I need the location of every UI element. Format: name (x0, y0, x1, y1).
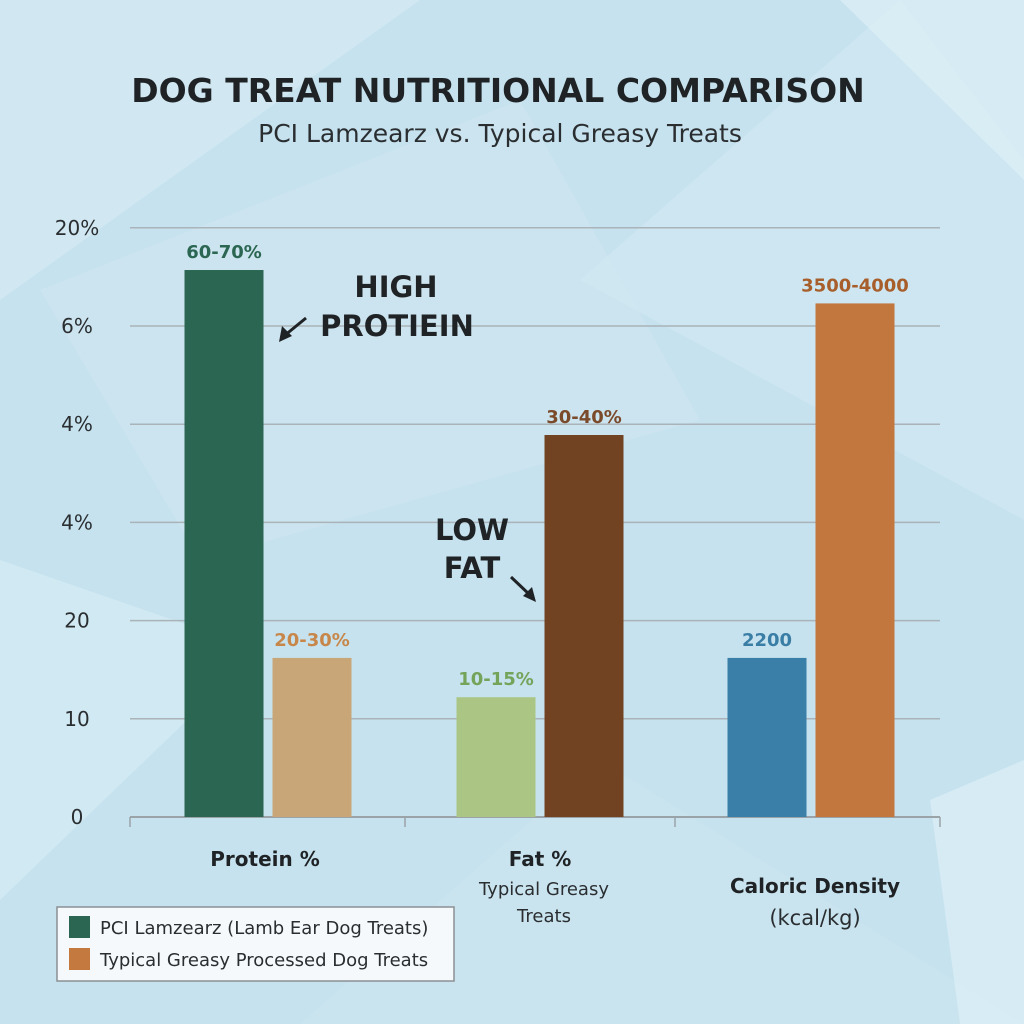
y-tick-label: 20% (55, 216, 99, 240)
y-tick-label: 4% (61, 510, 93, 534)
bar-value-label: 20-30% (274, 630, 350, 651)
y-tick-label: 0 (71, 805, 84, 829)
annotation-line: PROTIEIN (320, 309, 474, 343)
category-label: Caloric Density (730, 874, 900, 898)
bar-value-label: 10-15% (458, 669, 534, 690)
bars: 60-70% 20-30% 10-15% 30-40% 2200 3500-4000 (184, 242, 909, 817)
category-sublabel: Treats (516, 906, 571, 927)
annotation-high-protein: HIGH PROTIEIN (279, 270, 474, 343)
legend: PCI Lamzearz (Lamb Ear Dog Treats) Typic… (56, 906, 455, 982)
legend-label: Typical Greasy Processed Dog Treats (99, 950, 428, 971)
chart-subtitle: PCI Lamzearz vs. Typical Greasy Treats (258, 119, 742, 148)
bar-value-label: 60-70% (186, 242, 262, 263)
y-tick-label: 20 (64, 609, 89, 633)
category-sublabel: Typical Greasy (478, 879, 609, 900)
bar (544, 435, 624, 817)
category-label: Fat % (509, 847, 572, 871)
bar (272, 657, 352, 817)
bar (184, 270, 264, 817)
category-label: Protein % (210, 847, 319, 871)
legend-label: PCI Lamzearz (Lamb Ear Dog Treats) (100, 918, 428, 939)
y-axis-ticks: 0 10 20 4% 4% 6% 20% (55, 216, 99, 829)
bar-value-label: 2200 (742, 630, 792, 651)
annotation-line: LOW (435, 513, 509, 547)
arrow-icon (279, 316, 307, 342)
annotation-line: FAT (444, 551, 501, 585)
x-axis-categories: Protein % Fat % Typical Greasy Treats Calori… (210, 847, 900, 930)
annotation-line: HIGH (354, 270, 437, 304)
bar-value-label: 30-40% (546, 407, 622, 428)
bar (815, 303, 895, 817)
annotation-low-fat: LOW FAT (435, 513, 536, 602)
arrow-icon (509, 575, 536, 602)
chart-title: DOG TREAT NUTRITIONAL COMPARISON (131, 71, 865, 110)
y-tick-label: 10 (64, 707, 89, 731)
bar-value-label: 3500-4000 (801, 275, 909, 296)
legend-swatch (69, 916, 90, 938)
y-tick-label: 4% (61, 412, 93, 436)
bar (456, 697, 536, 817)
category-sublabel: (kcal/kg) (769, 906, 860, 930)
bar (727, 657, 807, 817)
y-tick-label: 6% (61, 314, 93, 338)
legend-swatch (69, 948, 90, 970)
